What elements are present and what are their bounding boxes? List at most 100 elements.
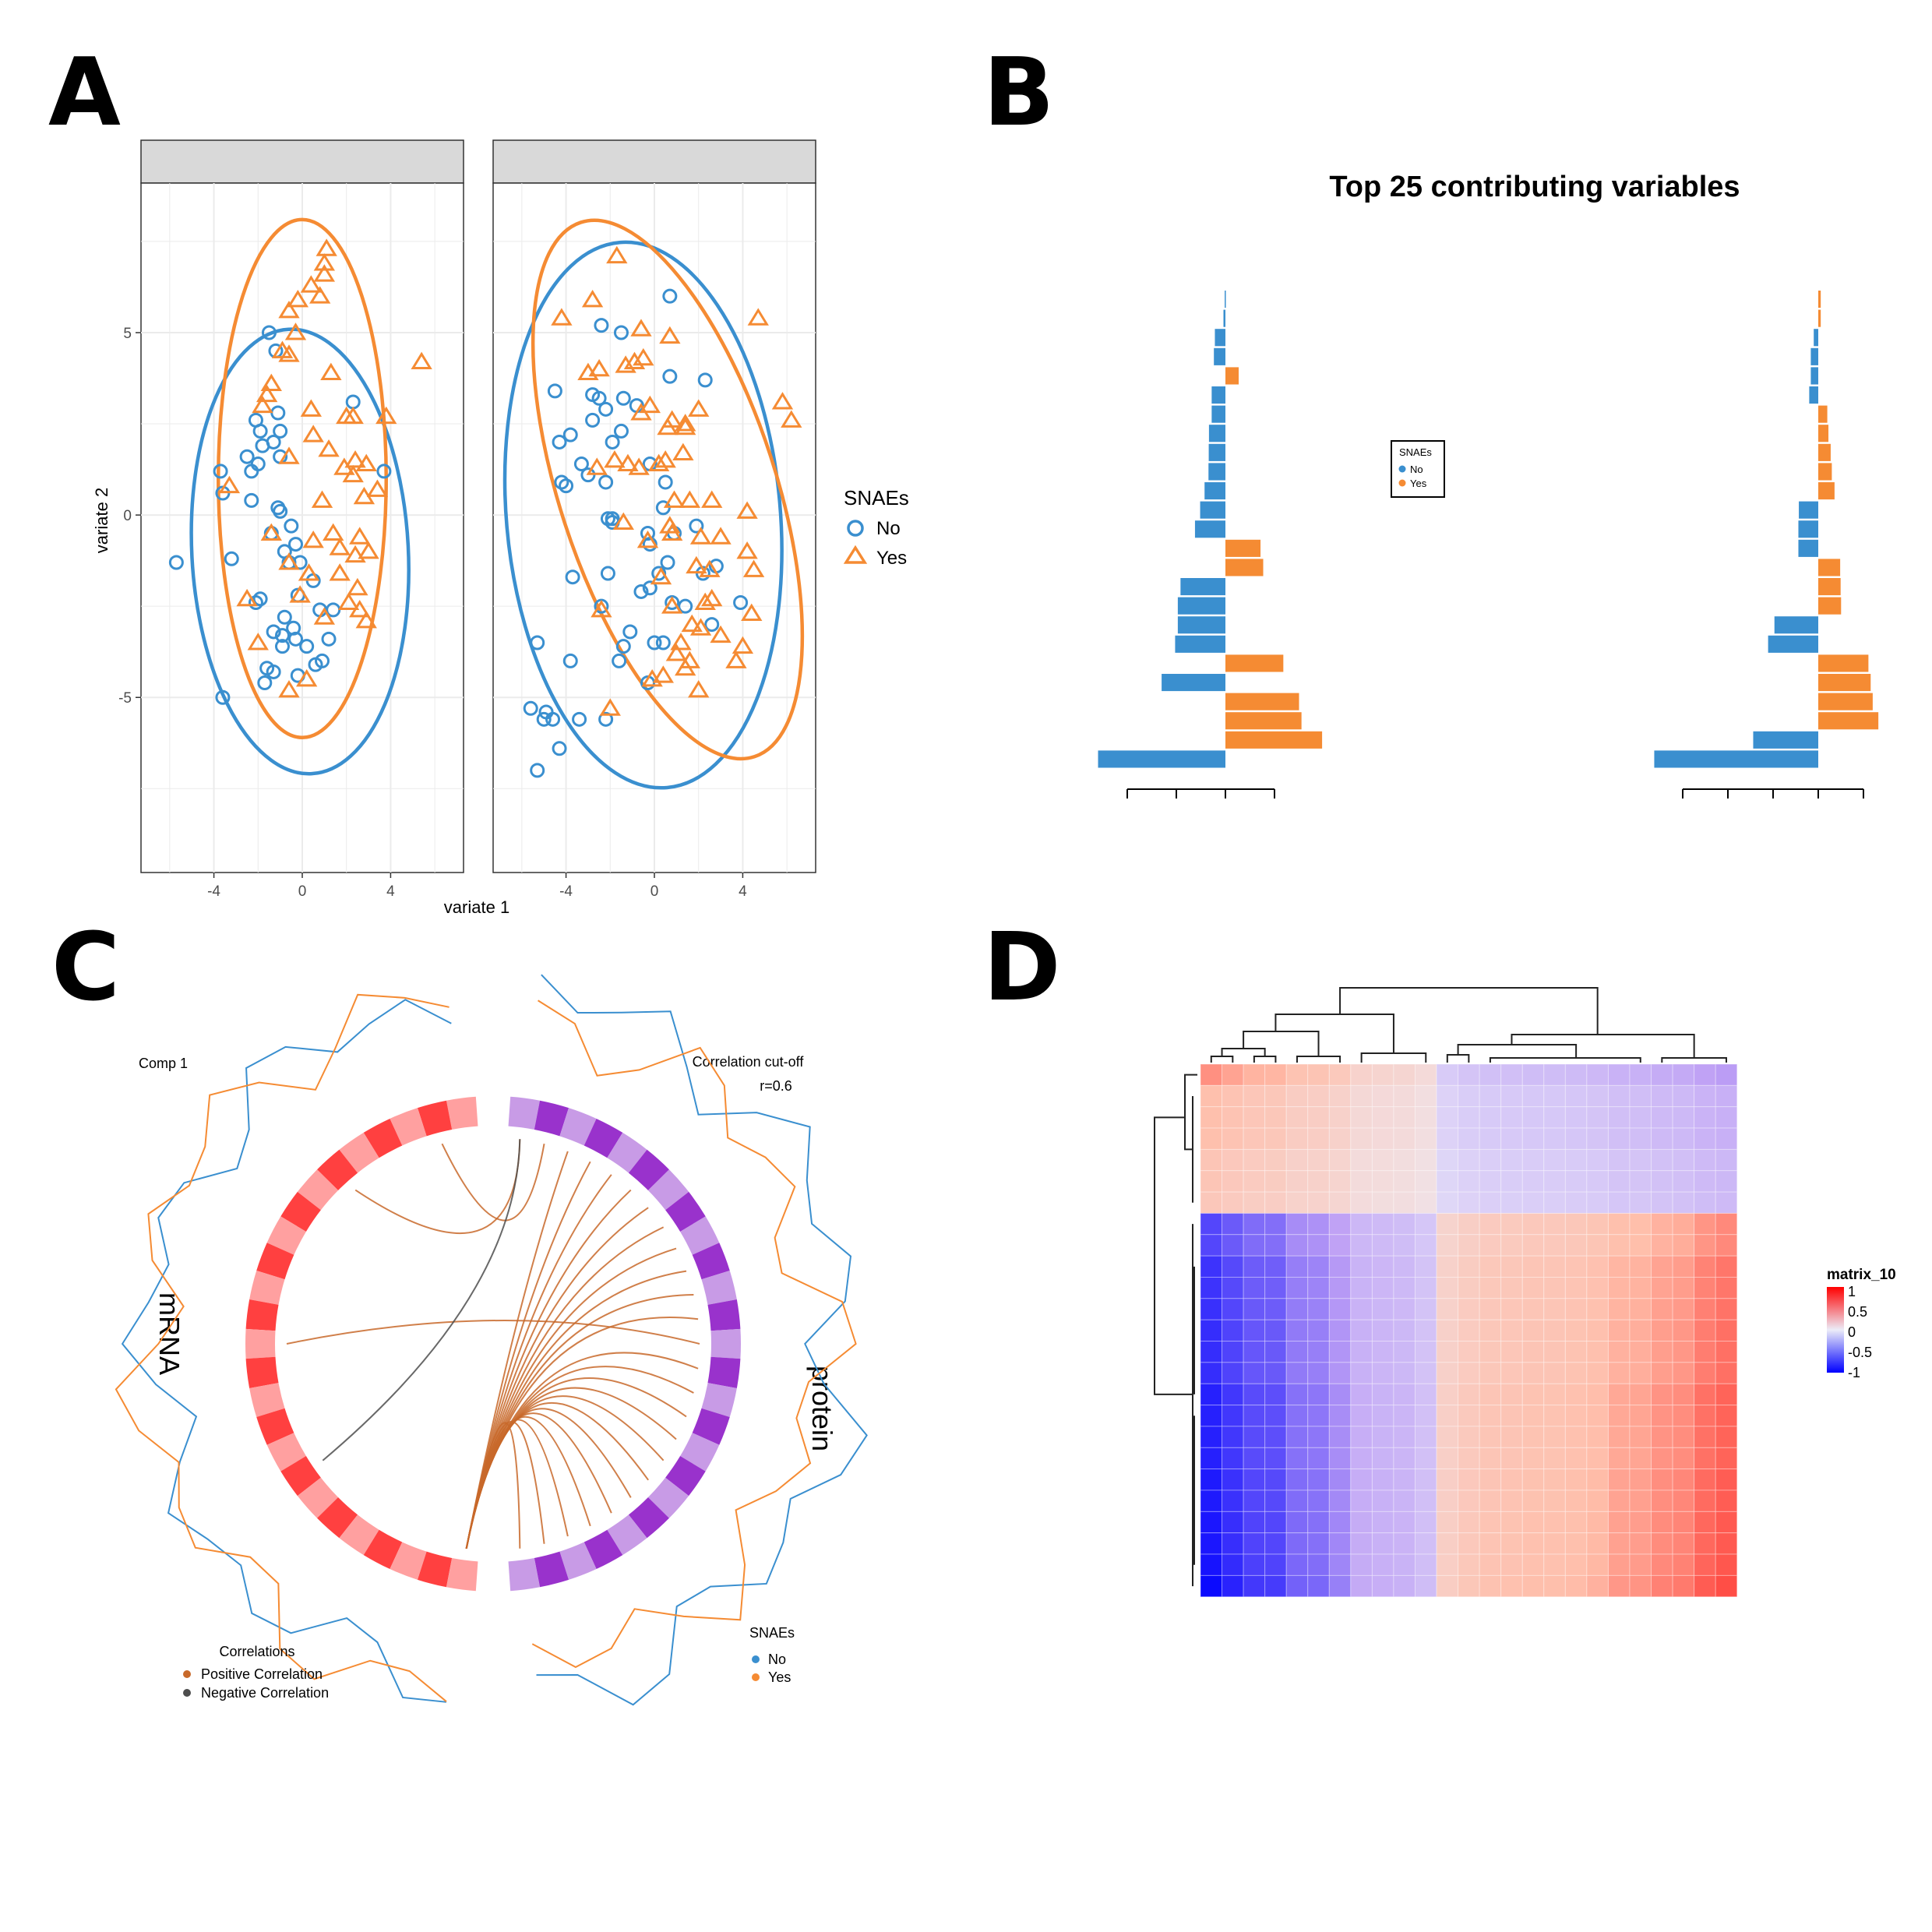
heatmap-cell: [1328, 1319, 1352, 1342]
heatmap-cell: [1500, 1362, 1523, 1384]
heatmap-cell: [1629, 1277, 1652, 1299]
heatmap-cell: [1350, 1234, 1373, 1257]
data-point-yes: [342, 406, 364, 425]
heatmap-cell: [1586, 1170, 1609, 1193]
heatmap-cell: [1243, 1426, 1266, 1448]
heatmap-cell: [1264, 1383, 1287, 1406]
heatmap-cell: [1629, 1490, 1652, 1512]
heatmap-cell: [1285, 1341, 1309, 1363]
data-point-yes: [732, 636, 754, 654]
heatmap-cell: [1629, 1426, 1652, 1448]
heatmap-cell: [1694, 1426, 1716, 1448]
data-point-no: [655, 635, 671, 650]
data-point-yes: [665, 643, 688, 661]
heatmap-cell: [1458, 1447, 1480, 1470]
mrna-segment: [266, 1433, 306, 1472]
protein-segment: [680, 1216, 720, 1255]
heatmap-cell: [1458, 1148, 1480, 1172]
heatmap-cell: [1350, 1212, 1373, 1236]
legend-title: Correlations: [219, 1644, 294, 1659]
data-point-yes: [311, 490, 333, 508]
heatmap-cell: [1285, 1574, 1309, 1598]
heatmap-cell: [1285, 1212, 1309, 1236]
data-point-no: [552, 741, 567, 756]
data-point-no: [547, 383, 562, 399]
data-point-yes: [599, 698, 621, 716]
heatmap-cell: [1479, 1319, 1502, 1342]
heatmap-cell: [1479, 1127, 1502, 1150]
heatmap-cell: [1371, 1106, 1394, 1129]
heatmap-cell: [1715, 1084, 1738, 1108]
heatmap-cell: [1458, 1127, 1480, 1150]
heatmap-cell: [1328, 1127, 1352, 1150]
heatmap-cell: [1672, 1383, 1695, 1406]
legend-no-label: No: [768, 1652, 786, 1667]
heatmap-cell: [1200, 1106, 1223, 1129]
data-point-no: [215, 689, 231, 705]
heatmap-cell: [1672, 1426, 1695, 1448]
heatmap-cell: [1586, 1553, 1609, 1576]
heatmap-cell: [1715, 1148, 1738, 1172]
heatmap-cell: [1307, 1255, 1330, 1278]
heatmap-cell: [1651, 1468, 1673, 1491]
heatmap-cell: [1629, 1362, 1652, 1384]
heatmap-cell: [1328, 1191, 1352, 1214]
heatmap-cell: [1479, 1234, 1502, 1257]
heatmap-cell: [1715, 1511, 1738, 1534]
data-point-yes: [278, 344, 300, 362]
heatmap-cell: [1672, 1405, 1695, 1427]
heatmap-cell: [1307, 1574, 1330, 1598]
heatmap-cell: [1328, 1277, 1352, 1299]
y-tick-label: 5: [123, 326, 132, 342]
heatmap-cell: [1328, 1447, 1352, 1470]
heatmap-cell: [1200, 1319, 1223, 1342]
heatmap-cell: [1393, 1574, 1416, 1598]
mrna-segment: [245, 1356, 279, 1388]
data-point-no: [598, 711, 614, 727]
heatmap-cell: [1307, 1468, 1330, 1491]
mrna-segment: [339, 1514, 379, 1556]
heatmap-cell: [1328, 1468, 1352, 1491]
bar: [1225, 693, 1299, 710]
data-point-no: [600, 566, 615, 581]
heatmap-cell: [1521, 1383, 1545, 1406]
dendrograms: [1154, 987, 1727, 1587]
heatmap-cell: [1715, 1319, 1738, 1342]
heatmap-cell: [1629, 1063, 1652, 1086]
mrna-segment: [256, 1243, 294, 1280]
data-point-yes: [736, 541, 758, 559]
data-point-yes: [675, 417, 696, 435]
heatmap-cell: [1479, 1532, 1502, 1555]
bar: [1810, 367, 1818, 385]
heatmap-cell: [1350, 1468, 1373, 1491]
heatmap-cell: [1222, 1490, 1244, 1512]
heatmap-cell: [1694, 1212, 1716, 1236]
protein-segment: [701, 1270, 737, 1305]
heatmap-cell: [1307, 1405, 1330, 1427]
heatmap-cell: [1586, 1212, 1609, 1236]
column-dendrogram-branch: [1446, 1054, 1470, 1063]
heatmap-cell: [1500, 1084, 1523, 1108]
data-point-yes: [300, 275, 323, 293]
heatmap-cell: [1607, 1553, 1631, 1576]
confidence-ellipse-no: [189, 327, 411, 776]
heatmap-cell: [1651, 1490, 1673, 1512]
heatmap-cell: [1285, 1148, 1309, 1172]
heatmap-cell: [1521, 1234, 1545, 1257]
y-tick-label: -5: [118, 690, 132, 707]
bar: [1211, 386, 1225, 404]
heatmap-cell: [1629, 1212, 1652, 1236]
heatmap-cell: [1694, 1468, 1716, 1491]
heatmap-cell: [1264, 1426, 1287, 1448]
heatmap-cell: [1307, 1084, 1330, 1108]
heatmap-cell: [1285, 1191, 1309, 1214]
heatmap-cell: [1415, 1255, 1437, 1278]
data-point-yes: [725, 650, 747, 668]
protein-segment: [508, 1096, 541, 1130]
heatmap-cell: [1285, 1127, 1309, 1150]
data-point-yes: [710, 625, 732, 643]
heatmap-cell: [1200, 1255, 1223, 1278]
data-point-yes: [586, 457, 608, 475]
legend-no-label: No: [1410, 464, 1423, 475]
heatmap-cell: [1629, 1447, 1652, 1470]
